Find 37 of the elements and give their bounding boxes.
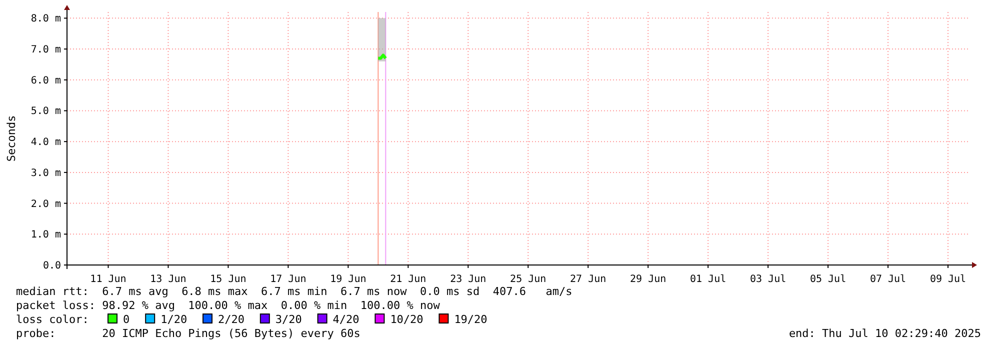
x-tick-label: 21 Jun <box>390 274 426 285</box>
x-tick-label: 05 Jul <box>810 274 846 285</box>
x-tick-label: 25 Jun <box>510 274 546 285</box>
x-tick-label: 09 Jul <box>930 274 966 285</box>
x-tick-label: 07 Jul <box>870 274 906 285</box>
y-tick-label: 6.0 m <box>30 75 61 86</box>
x-tick-label: 27 Jun <box>570 274 606 285</box>
text: median rtt: 6.7 ms avg 6.8 ms max 6.7 ms min 6.7 ms now 0.0 ms sd 407.6 am/s <box>16 285 572 298</box>
legend-label: 0 <box>123 313 130 326</box>
x-tick-label: 29 Jun <box>630 274 666 285</box>
legend-label: 3/20 <box>275 313 302 326</box>
y-tick-label: 8.0 m <box>30 14 61 25</box>
legend-label: 10/20 <box>390 313 424 326</box>
y-tick-label: 5.0 m <box>30 106 61 118</box>
x-tick-label: 03 Jul <box>750 274 786 285</box>
legend-label: 2/20 <box>218 313 244 326</box>
x-tick-label: 19 Jun <box>330 274 366 285</box>
x-tick-label: 11 Jun <box>90 274 126 285</box>
legend-label: 19/20 <box>454 313 488 326</box>
y-tick-label: 4.0 m <box>30 137 61 148</box>
x-tick-label: 17 Jun <box>270 274 306 285</box>
legend-label: 1/20 <box>160 313 188 326</box>
y-tick-label: 1.0 m <box>30 230 61 241</box>
x-tick-label: 23 Jun <box>450 274 486 285</box>
x-tick-label: 13 Jun <box>150 274 186 285</box>
y-axis-title: Seconds <box>5 115 18 162</box>
y-tick-label: 7.0 m <box>30 44 61 56</box>
text: probe: 20 ICMP Echo Pings (56 Bytes) every 60s <box>16 327 360 340</box>
x-tick-label: 01 Jul <box>690 274 726 285</box>
legend-title: loss color: <box>16 313 89 326</box>
y-tick-label: 3.0 m <box>30 168 61 179</box>
text: packet loss: 98.92 % avg 100.00 % max 0.00 % min 100.00 % now <box>16 299 440 312</box>
legend-label: 4/20 <box>332 313 360 326</box>
y-tick-label: 0.0 <box>42 260 61 272</box>
text: end: Thu Jul 10 02:29:40 2025 <box>788 327 981 340</box>
x-tick-label: 15 Jun <box>210 274 246 285</box>
y-tick-label: 2.0 m <box>30 198 61 210</box>
